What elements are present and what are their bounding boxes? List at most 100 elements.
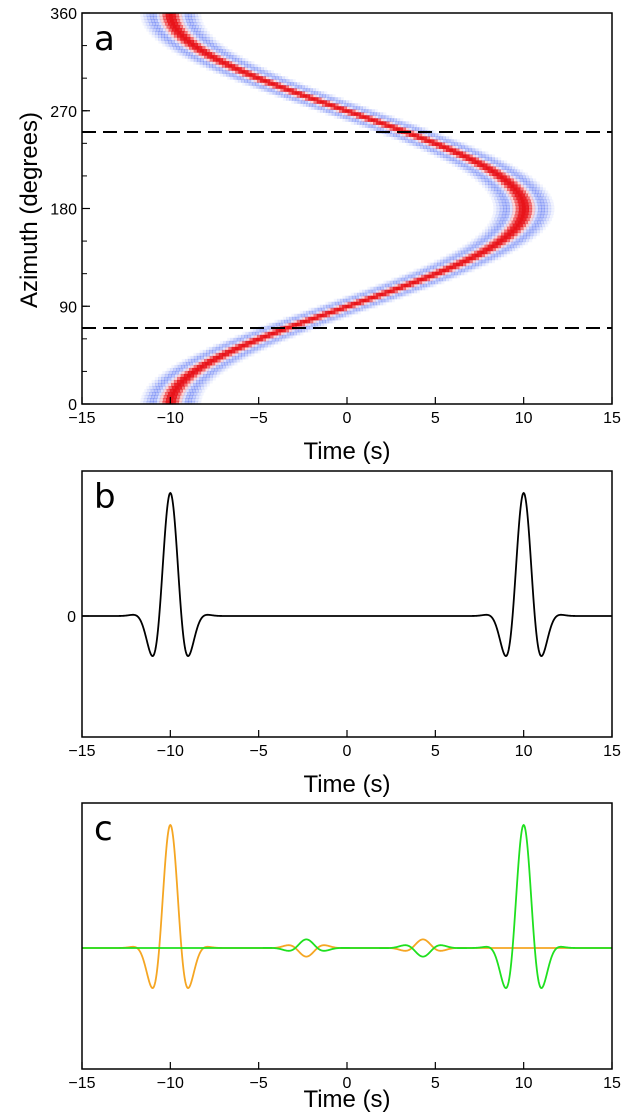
heatmap-cell [505,163,510,167]
heatmap-cell [191,388,196,393]
heatmap-cell [255,337,260,342]
heatmap-cell [510,229,515,234]
heatmap-cell [340,106,344,110]
heatmap-cell [494,187,499,192]
heatmap-cell [423,148,428,152]
heatmap-cell [343,115,348,119]
heatmap-cell [255,76,260,80]
heatmap-cell [484,256,489,261]
heatmap-cell [389,280,394,285]
heatmap-cell [178,400,183,405]
heatmap-cell [506,169,511,174]
heatmap-cell [417,139,422,143]
heatmap-cell [212,355,217,360]
heatmap-cell [376,301,380,306]
heatmap-cell [344,301,349,306]
heatmap-cell [190,28,195,32]
heatmap-cell [243,76,247,80]
heatmap-cell [455,160,460,164]
heatmap-cell [529,181,534,186]
heatmap-cell [456,151,460,155]
heatmap-cell [503,244,508,249]
heatmap-cell [315,319,320,324]
heatmap-cell [365,307,370,312]
heatmap-cell [323,313,327,318]
heatmap-cell [202,37,207,41]
heatmap-cell [458,163,462,167]
heatmap-cell [501,214,506,219]
heatmap-cell [347,301,352,306]
heatmap-cell [510,217,514,222]
heatmap-cell [493,169,498,174]
heatmap-cell [432,136,437,140]
x-tick-label: 10 [515,1075,533,1092]
heatmap-cell [410,283,415,288]
heatmap-cell [241,58,246,62]
heatmap-cell [442,277,446,282]
heatmap-cell [148,382,153,387]
heatmap-cell [193,391,198,396]
heatmap-cell [532,184,537,189]
heatmap-cell [497,256,502,261]
heatmap-cell [256,349,261,354]
heatmap-cell [323,304,327,309]
heatmap-cell [490,175,495,180]
heatmap-cell [501,241,506,246]
heatmap-cell [205,52,209,56]
heatmap-cell [194,358,199,363]
heatmap-cell [274,331,278,336]
heatmap-cell [194,400,199,405]
heatmap-cell [206,352,210,357]
heatmap-cell [478,256,483,261]
panel-c-x-ticks: −15 −10 −5 0 5 10 15 [68,1062,621,1092]
heatmap-cell [347,103,352,107]
heatmap-cell [309,94,314,98]
heatmap-cell [397,283,402,288]
heatmap-cell [239,76,244,80]
heatmap-cell [503,196,508,201]
heatmap-cell [464,250,469,255]
heatmap-cell [312,310,317,315]
heatmap-cell [513,229,518,234]
heatmap-cell [467,268,472,273]
heatmap-cell [395,292,400,297]
heatmap-cell [501,172,506,177]
heatmap-cell [324,307,328,312]
heatmap-cell [544,217,549,222]
heatmap-cell [477,175,482,180]
heatmap-cell [512,190,517,195]
heatmap-cell [239,55,243,59]
heatmap-cell [274,319,279,324]
heatmap-cell [426,145,431,149]
heatmap-cell [370,286,375,291]
heatmap-cell [335,313,340,318]
heatmap-cell [319,109,324,113]
heatmap-cell [372,115,376,119]
heatmap-cell [250,79,255,83]
heatmap-cell [299,103,304,107]
heatmap-cell [316,313,321,318]
heatmap-cell [461,148,466,152]
heatmap-cell [176,19,181,23]
heatmap-cell [516,226,521,231]
heatmap-cell [197,358,202,363]
heatmap-cell [345,109,350,113]
heatmap-cell [481,229,486,234]
heatmap-cell [430,139,435,143]
heatmap-cell [411,127,416,131]
heatmap-cell [522,196,527,201]
heatmap-cell [539,199,544,204]
heatmap-cell [174,40,179,44]
heatmap-cell [387,298,392,303]
heatmap-cell [319,319,323,324]
heatmap-cell [494,181,499,186]
heatmap-cell [267,340,272,345]
heatmap-cell [501,232,505,237]
heatmap-cell [502,220,506,225]
heatmap-cell [474,244,479,249]
heatmap-cell [176,52,181,56]
heatmap-cell [344,112,349,116]
heatmap-cell [226,73,231,77]
heatmap-cell [375,298,379,303]
